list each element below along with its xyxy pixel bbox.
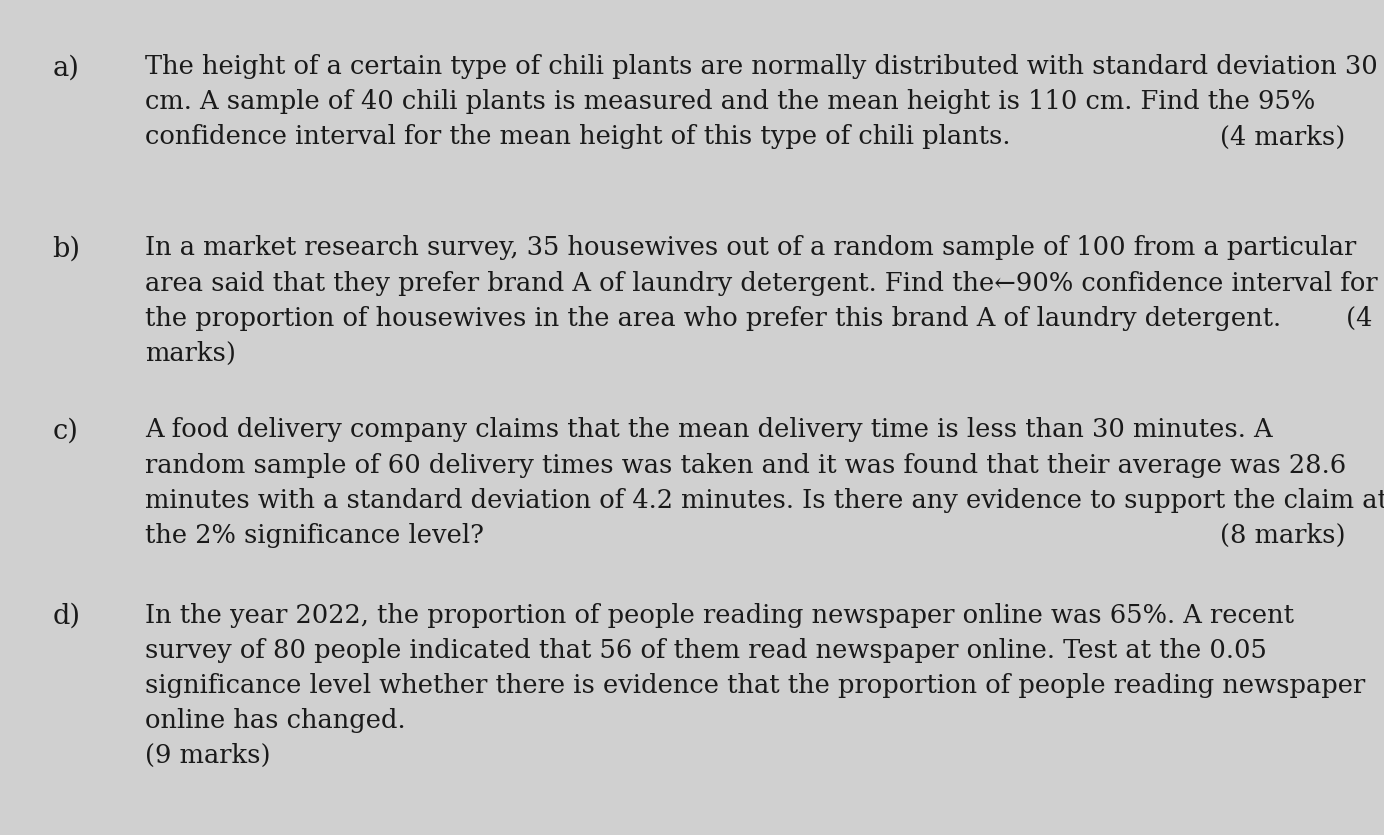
Text: the 2% significance level?: the 2% significance level? — [145, 523, 484, 548]
Text: confidence interval for the mean height of this type of chili plants.: confidence interval for the mean height … — [145, 124, 1010, 149]
Text: online has changed.: online has changed. — [145, 708, 406, 733]
Text: In a market research survey, 35 housewives out of a random sample of 100 from a : In a market research survey, 35 housewiv… — [145, 235, 1356, 261]
Text: c): c) — [53, 418, 79, 444]
Text: (8 marks): (8 marks) — [1219, 523, 1345, 548]
Text: b): b) — [53, 235, 80, 262]
Text: d): d) — [53, 603, 80, 630]
Text: survey of 80 people indicated that 56 of them read newspaper online. Test at the: survey of 80 people indicated that 56 of… — [145, 638, 1268, 663]
Text: A food delivery company claims that the mean delivery time is less than 30 minut: A food delivery company claims that the … — [145, 418, 1273, 443]
Text: The height of a certain type of chili plants are normally distributed with stand: The height of a certain type of chili pl… — [145, 54, 1378, 79]
Text: cm. A sample of 40 chili plants is measured and the mean height is 110 cm. Find : cm. A sample of 40 chili plants is measu… — [145, 89, 1316, 114]
Text: (4 marks): (4 marks) — [1221, 124, 1345, 149]
Text: marks): marks) — [145, 341, 237, 366]
Text: significance level whether there is evidence that the proportion of people readi: significance level whether there is evid… — [145, 673, 1366, 698]
Text: In the year 2022, the proportion of people reading newspaper online was 65%. A r: In the year 2022, the proportion of peop… — [145, 603, 1294, 628]
Text: (9 marks): (9 marks) — [145, 743, 271, 768]
Text: minutes with a standard deviation of 4.2 minutes. Is there any evidence to suppo: minutes with a standard deviation of 4.2… — [145, 488, 1384, 513]
Text: the proportion of housewives in the area who prefer this brand A of laundry dete: the proportion of housewives in the area… — [145, 306, 1373, 331]
Text: area said that they prefer brand A of laundry detergent. Find the←90% confidence: area said that they prefer brand A of la… — [145, 271, 1378, 296]
Text: random sample of 60 delivery times was taken and it was found that their average: random sample of 60 delivery times was t… — [145, 453, 1347, 478]
Text: a): a) — [53, 54, 79, 81]
